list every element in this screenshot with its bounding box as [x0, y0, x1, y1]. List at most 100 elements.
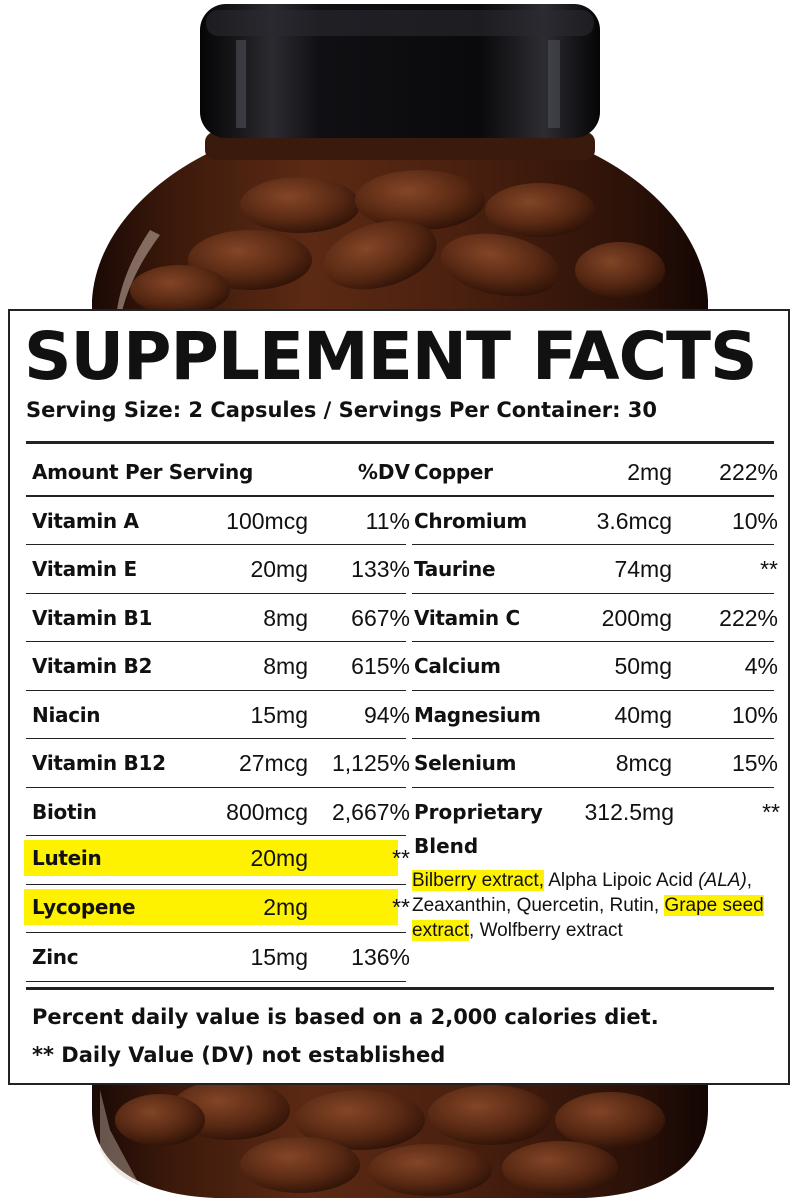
- nutrient-name: Calcium: [414, 654, 501, 678]
- nutrient-dv: 222%: [719, 459, 778, 485]
- nutrient-dv: 10%: [731, 701, 778, 728]
- nutrient-dv: 615%: [351, 653, 410, 679]
- nutrient-name: Vitamin B12: [32, 751, 166, 775]
- nutrient-name: Taurine: [414, 557, 496, 581]
- row-divider: [412, 495, 774, 497]
- nutrient-name: Selenium: [414, 751, 517, 775]
- right-nutrient-row: Selenium 8mcg 15%: [410, 739, 782, 787]
- nutrient-dv: 2,667%: [331, 798, 410, 825]
- right-nutrient-row: Vitamin C 200mg 222%: [410, 594, 782, 642]
- row-divider: [26, 641, 406, 642]
- left-nutrient-row: Biotin 800mcg 2,667%: [24, 788, 416, 836]
- nutrient-dv: 1,125%: [331, 750, 410, 776]
- nutrient-amount: 8mg: [263, 604, 308, 631]
- row-divider: [412, 689, 774, 691]
- right-nutrient-row: Copper 2mg 222%: [410, 448, 782, 496]
- nutrient-dv: 11%: [365, 507, 410, 534]
- row-divider: [412, 641, 774, 642]
- nutrient-dv: 136%: [351, 944, 410, 970]
- nutrient-dv: **: [392, 893, 410, 920]
- blend-dv: **: [762, 799, 780, 825]
- right-nutrient-row: Chromium 3.6mcg 10%: [410, 497, 782, 545]
- left-nutrient-row: Zinc 15mg 136%: [24, 933, 416, 981]
- nutrient-amount: 8mcg: [615, 750, 672, 776]
- nutrient-amount: 800mcg: [226, 798, 308, 825]
- right-nutrient-row: Taurine 74mg **: [410, 545, 782, 593]
- divider-bottom: [26, 987, 774, 990]
- nutrient-name: Vitamin B1: [32, 605, 153, 630]
- row-divider: [26, 592, 406, 594]
- nutrient-dv: 667%: [351, 604, 410, 631]
- right-nutrient-row: Calcium 50mg 4%: [410, 642, 782, 690]
- panel-title: SUPPLEMENT FACTS: [24, 318, 758, 395]
- nutrient-name: Niacin: [32, 702, 101, 727]
- nutrient-amount: 50mg: [614, 653, 672, 679]
- left-nutrient-row: Lycopene 2mg **: [24, 888, 410, 925]
- row-divider: [26, 689, 406, 691]
- nutrient-name: Copper: [414, 460, 493, 484]
- row-divider: [412, 592, 774, 594]
- row-divider: [26, 544, 406, 545]
- nutrient-dv: 94%: [363, 701, 410, 728]
- nutrient-amount: 3.6mcg: [596, 507, 672, 534]
- nutrient-dv: 133%: [351, 556, 410, 582]
- supplement-facts-panel: SUPPLEMENT FACTS Serving Size: 2 Capsule…: [8, 309, 790, 1085]
- nutrient-name: Lutein: [32, 846, 102, 870]
- nutrient-name: Biotin: [32, 799, 97, 824]
- footnote-percent-dv: Percent daily value is based on a 2,000 …: [32, 1005, 659, 1029]
- row-divider: [26, 883, 406, 885]
- nutrient-name: Chromium: [414, 508, 527, 533]
- divider-top: [26, 441, 774, 444]
- nutrient-amount: 74mg: [614, 556, 672, 582]
- nutrient-amount: 20mg: [250, 845, 308, 871]
- nutrient-dv: 4%: [744, 653, 778, 679]
- blend-amount: 312.5mg: [584, 799, 674, 825]
- left-nutrient-row: Vitamin A 100mcg 11%: [24, 497, 416, 545]
- row-divider: [26, 980, 406, 982]
- nutrient-name: Vitamin C: [414, 605, 520, 630]
- header-divider: [26, 495, 774, 497]
- nutrient-dv: 222%: [719, 604, 778, 631]
- nutrient-name: Lycopene: [32, 894, 136, 919]
- left-nutrient-row: Vitamin B12 27mcg 1,125%: [24, 739, 416, 787]
- nutrient-amount: 100mcg: [226, 507, 308, 534]
- nutrient-amount: 15mg: [250, 701, 308, 728]
- blend-name: Proprietary Blend: [414, 800, 543, 858]
- nutrient-amount: 8mg: [263, 653, 308, 679]
- table-header: Amount Per Serving %DV: [24, 448, 416, 496]
- blend-ingredients: Bilberry extract, Alpha Lipoic Acid (ALA…: [412, 868, 782, 943]
- left-nutrient-row: Vitamin B1 8mg 667%: [24, 594, 416, 642]
- nutrient-amount: 20mg: [250, 556, 308, 582]
- row-divider: [412, 544, 774, 545]
- nutrient-dv: **: [392, 845, 410, 871]
- blend-ala-abbr: (ALA): [698, 870, 747, 891]
- nutrient-amount: 40mg: [614, 701, 672, 728]
- left-nutrient-row: Vitamin B2 8mg 615%: [24, 642, 416, 690]
- header-dv: %DV: [357, 460, 410, 484]
- nutrient-amount: 27mcg: [238, 750, 308, 776]
- nutrient-name: Zinc: [32, 945, 79, 969]
- row-divider: [26, 738, 406, 739]
- nutrient-amount: 15mg: [250, 944, 308, 970]
- nutrient-amount: 200mg: [601, 604, 672, 631]
- blend-ala: Alpha Lipoic Acid: [548, 870, 693, 891]
- nutrient-amount: 2mg: [263, 893, 308, 920]
- right-nutrient-row: Magnesium 40mg 10%: [410, 691, 782, 739]
- footnote-dv-not-established: ** Daily Value (DV) not established: [32, 1043, 446, 1067]
- nutrient-dv: **: [760, 556, 778, 582]
- row-divider: [26, 835, 406, 836]
- left-nutrient-row: Lutein 20mg **: [24, 840, 410, 876]
- blend-middle: , Zeaxanthin, Quercetin, Rutin,: [412, 870, 753, 916]
- left-nutrient-row: Niacin 15mg 94%: [24, 691, 416, 739]
- header-amount-per-serving: Amount Per Serving: [32, 460, 253, 484]
- nutrient-name: Vitamin A: [32, 508, 139, 533]
- nutrient-dv: 10%: [731, 507, 778, 534]
- serving-info: Serving Size: 2 Capsules / Servings Per …: [26, 398, 658, 422]
- nutrient-name: Vitamin B2: [32, 654, 153, 678]
- row-divider: [412, 786, 774, 788]
- row-divider: [26, 786, 406, 788]
- row-divider: [26, 932, 406, 933]
- nutrient-name: Vitamin E: [32, 557, 137, 581]
- nutrient-amount: 2mg: [627, 459, 672, 485]
- blend-bilberry: Bilberry extract,: [412, 870, 544, 891]
